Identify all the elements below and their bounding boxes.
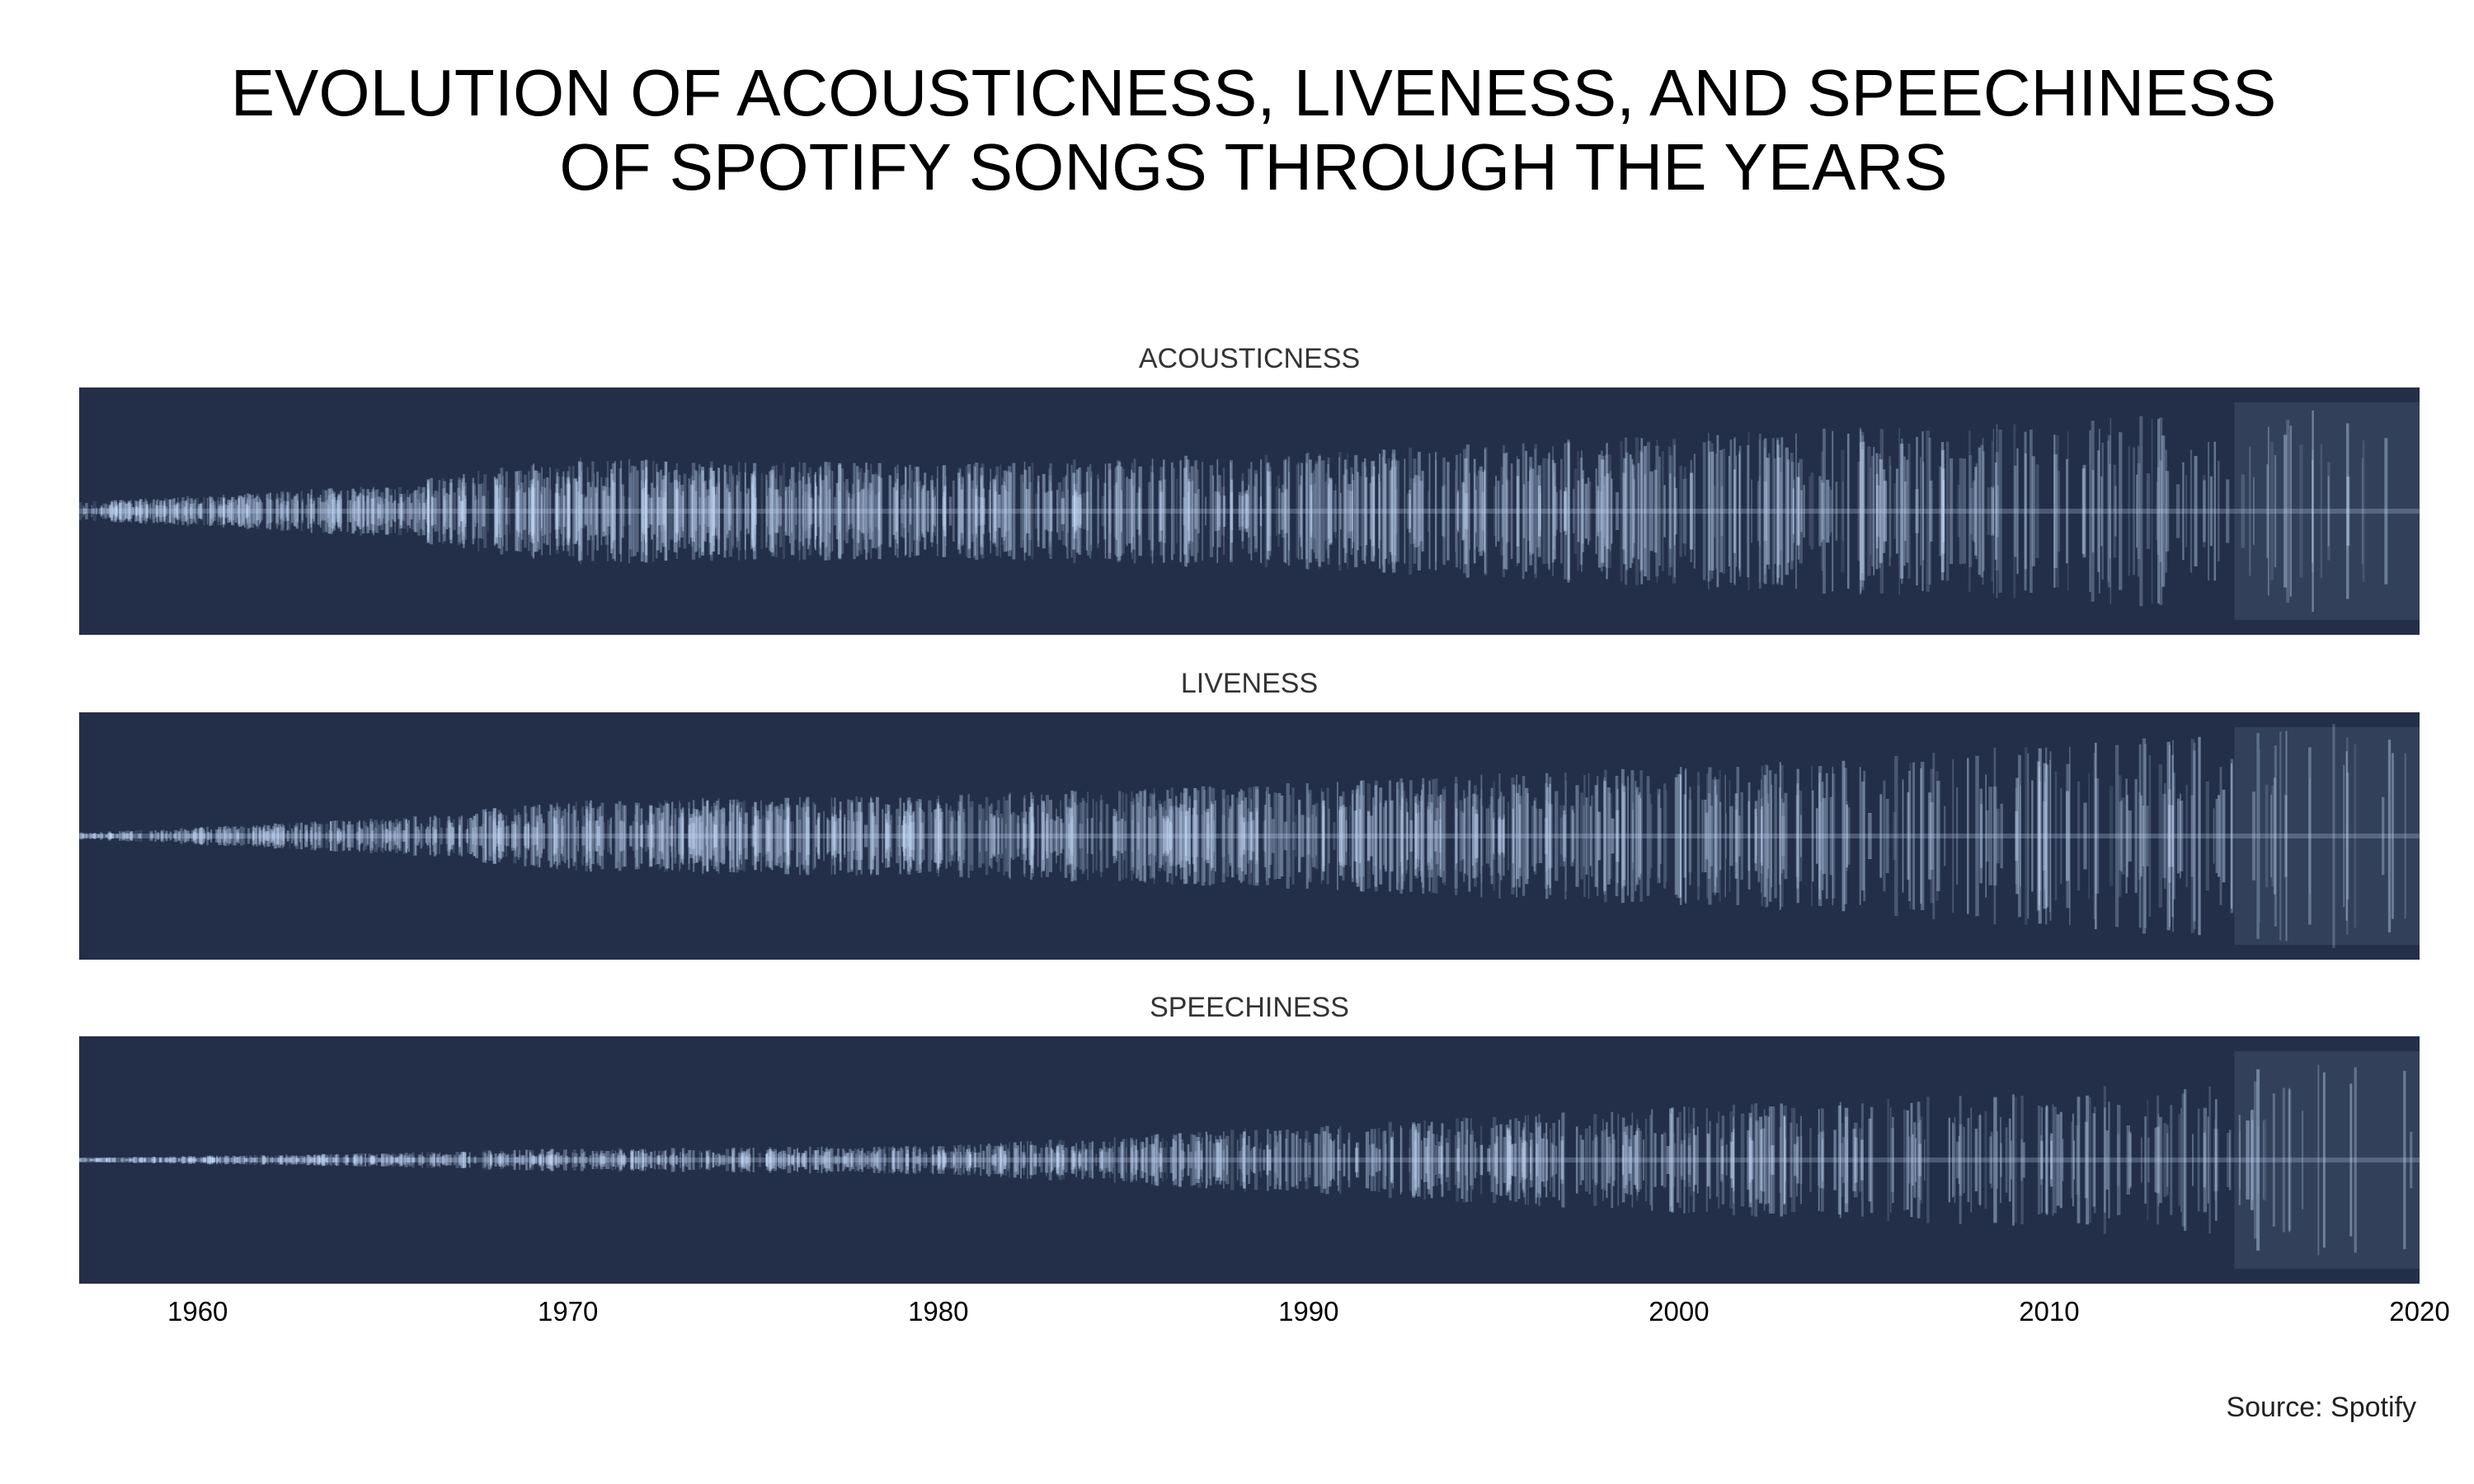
panel-speechiness: SPEECHINESS bbox=[78, 992, 2420, 1284]
panel-label: ACOUSTICNESS bbox=[1139, 343, 1360, 374]
x-tick-label: 2020 bbox=[2389, 1296, 2449, 1327]
panel-background bbox=[79, 712, 2420, 960]
x-tick-label: 2010 bbox=[2019, 1296, 2079, 1327]
chart-title-line-2: OF SPOTIFY SONGS THROUGH THE YEARS bbox=[559, 130, 1948, 204]
panel-background bbox=[79, 387, 2420, 635]
x-tick-label: 1970 bbox=[538, 1296, 598, 1327]
panel-label: SPEECHINESS bbox=[1150, 992, 1349, 1023]
song-lines bbox=[79, 724, 2420, 948]
x-tick-label: 1980 bbox=[908, 1296, 968, 1327]
recent-density-glow bbox=[2234, 402, 2420, 620]
panel-background bbox=[79, 1036, 2420, 1284]
center-band bbox=[79, 1158, 2420, 1162]
song-lines bbox=[78, 402, 2420, 620]
panel-liveness: LIVENESS bbox=[79, 668, 2420, 960]
chart-title-line-1: EVOLUTION OF ACOUSTICNESS, LIVENESS, AND… bbox=[230, 56, 2277, 129]
center-band bbox=[79, 834, 2420, 838]
x-tick-label: 1990 bbox=[1278, 1296, 1338, 1327]
x-axis: 1960 1970 1980 1990 2000 2010 2020 bbox=[167, 1296, 2450, 1327]
panel-acousticness: ACOUSTICNESS bbox=[78, 343, 2420, 635]
panel-label: LIVENESS bbox=[1181, 668, 1318, 699]
chart-title: EVOLUTION OF ACOUSTICNESS, LIVENESS, AND… bbox=[0, 56, 2474, 204]
source-note: Source: Spotify bbox=[2226, 1392, 2416, 1423]
song-lines bbox=[78, 1051, 2420, 1269]
x-tick-label: 2000 bbox=[1649, 1296, 1709, 1327]
recent-density-glow bbox=[2234, 1051, 2420, 1269]
recent-density-glow bbox=[2234, 727, 2420, 945]
panels-layer: ACOUSTICNESS LIVENESS SPEECHINESS bbox=[78, 343, 2420, 1284]
x-tick-label: 1960 bbox=[167, 1296, 228, 1327]
center-band bbox=[79, 509, 2420, 514]
